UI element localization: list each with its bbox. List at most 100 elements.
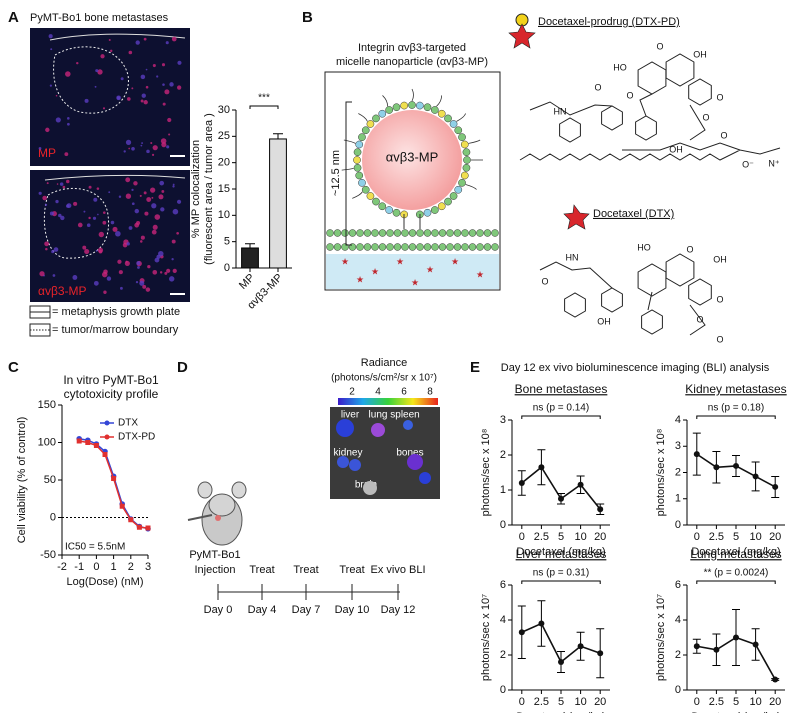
y-axis-label: photons/sec x 10⁸	[480, 429, 492, 517]
colorbar-tick-label: 4	[375, 387, 381, 398]
fluorescence	[106, 276, 112, 281]
legend-marker	[104, 434, 110, 440]
bar	[241, 247, 259, 269]
fluorescence	[88, 216, 91, 220]
fluorescence	[58, 213, 62, 218]
timeline-event: Treat	[339, 564, 364, 576]
panel-letter: A	[8, 9, 19, 26]
fluorescence	[60, 215, 65, 221]
fluorescence	[176, 199, 182, 204]
fluorescence	[139, 194, 142, 197]
fluorescence	[49, 84, 52, 87]
y-tick-label: 1	[675, 493, 681, 505]
fluorescence	[160, 138, 167, 144]
y-tick-label: 0	[50, 511, 56, 523]
fluorescence	[67, 122, 70, 126]
lipid-head	[444, 197, 452, 206]
data-point	[772, 483, 779, 490]
atom-label: O	[656, 41, 663, 51]
diagram-title: micelle nanoparticle (αvβ3-MP)	[336, 56, 488, 68]
lipid-head	[476, 229, 484, 237]
data-point	[597, 506, 604, 513]
fluorescence	[84, 248, 90, 255]
lipid-head	[463, 156, 471, 164]
targeting-ligand	[343, 139, 356, 144]
data-point	[102, 452, 108, 457]
data-point	[93, 443, 99, 448]
fluorescence	[50, 48, 53, 51]
data-point	[733, 462, 739, 469]
ring	[559, 117, 581, 143]
fluorescence	[120, 286, 123, 290]
fluorescence	[92, 216, 97, 220]
organ	[336, 419, 354, 437]
fluorescence	[154, 257, 160, 263]
fluorescence	[147, 264, 151, 269]
y-tick-label: 2	[675, 466, 681, 478]
atom-label: O	[716, 294, 723, 304]
chart-title: Liver metastases	[516, 547, 607, 561]
significance-bracket	[521, 580, 601, 584]
panel-letter: B	[302, 9, 313, 26]
ring	[564, 292, 586, 318]
y-tick-label: -50	[40, 549, 56, 561]
fluorescence	[84, 98, 89, 103]
atom-label: HN	[554, 106, 567, 116]
lipid-head	[363, 243, 372, 251]
lipid-head	[385, 106, 394, 114]
y-tick-label: 25	[218, 130, 230, 142]
lipid-head	[378, 243, 387, 251]
fluorescence	[169, 82, 174, 87]
fluorescence	[45, 127, 50, 133]
data-point	[693, 643, 700, 650]
fluorescence	[151, 153, 155, 156]
x-tick-label: 5	[558, 531, 564, 543]
lipid-head	[363, 229, 372, 237]
atom-label: O	[716, 92, 723, 102]
legend-marker	[104, 420, 110, 426]
lipid-head	[355, 171, 364, 180]
x-tick-label: 20	[769, 696, 781, 708]
fluorescence	[55, 117, 61, 123]
fluorescence	[166, 268, 171, 273]
lipid-head	[462, 148, 471, 157]
lipid-head	[444, 114, 452, 123]
y-tick-label: 6	[500, 579, 506, 591]
ring	[637, 61, 667, 95]
bond	[539, 261, 706, 336]
lipid-head	[453, 243, 462, 251]
lipid-head	[408, 101, 416, 109]
fluorescence	[64, 152, 69, 157]
fluorescence	[101, 271, 108, 278]
data-point	[733, 634, 739, 641]
fluorescence	[145, 68, 148, 71]
mouse	[187, 481, 247, 546]
y-tick-label: 0	[500, 684, 506, 696]
data-point	[136, 524, 142, 530]
ring	[601, 287, 623, 313]
lipid-head	[386, 229, 394, 237]
lipid-head	[326, 243, 334, 251]
annotation: ns (p = 0.18)	[708, 403, 764, 414]
fluorescence	[38, 146, 42, 150]
lipid-head	[392, 103, 401, 112]
fluorescence	[102, 107, 106, 110]
fluorescence	[83, 210, 86, 213]
x-tick-label: 10	[574, 531, 586, 543]
legend-label: DTX	[118, 418, 138, 429]
tumor-boundary	[53, 46, 129, 114]
atom-label: O	[696, 314, 703, 324]
y-tick-label: 6	[675, 579, 681, 591]
colorbar	[338, 398, 438, 405]
fluorescence	[171, 258, 174, 261]
day-label: Day 10	[335, 604, 370, 616]
bar	[269, 138, 287, 269]
timeline-event: Injection	[195, 564, 236, 576]
fluorescence	[177, 85, 182, 90]
fluorescence	[133, 181, 138, 186]
y-axis-label: photons/sec x 10⁸	[655, 429, 667, 517]
lipid-head	[353, 148, 362, 157]
data-point	[538, 464, 545, 471]
